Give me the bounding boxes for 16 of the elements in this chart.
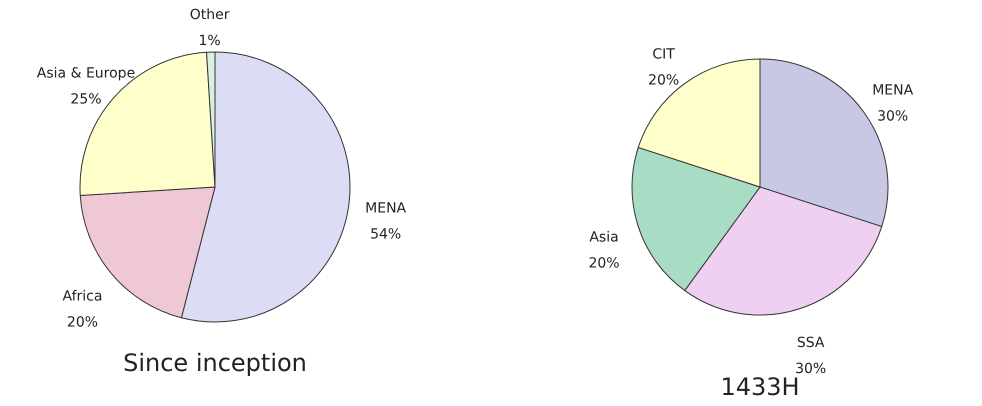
data-label: 1%	[198, 33, 221, 50]
slice-label: MENA	[872, 82, 914, 99]
data-label: 25%	[70, 91, 102, 108]
slice-label: CIT	[652, 46, 676, 62]
data-label: 20%	[648, 72, 680, 88]
slice-label: Other	[190, 7, 230, 24]
text: Since inception	[123, 349, 307, 377]
data-label: 20%	[588, 256, 620, 272]
slice-label: MENA	[365, 200, 407, 217]
slice-label: Asia	[589, 230, 619, 246]
data-label: 54%	[370, 226, 402, 243]
data-label: 30%	[877, 108, 908, 125]
slice-label: Asia & Europe	[36, 65, 136, 82]
slice-label: SSA	[796, 334, 825, 351]
slice-label: Africa	[62, 288, 102, 305]
data-label: 20%	[66, 314, 98, 331]
